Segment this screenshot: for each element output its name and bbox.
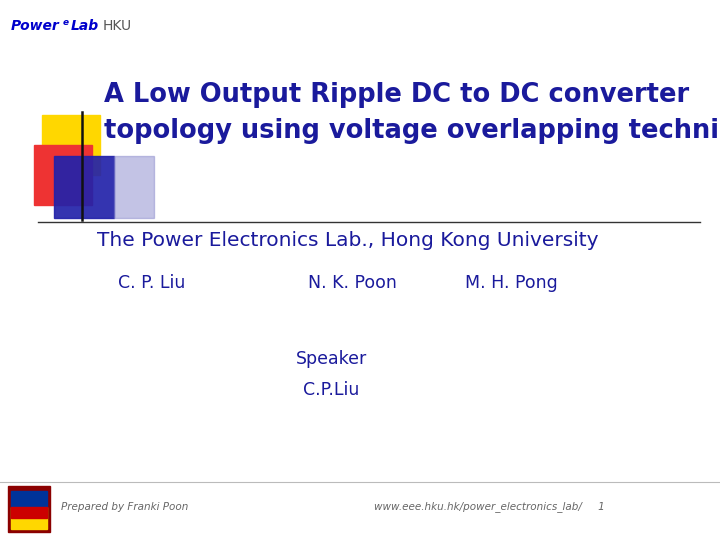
Bar	[8, 486, 50, 532]
Text: Power: Power	[11, 19, 60, 33]
Bar	[11, 491, 47, 507]
Bar	[114, 156, 154, 218]
Text: Lab: Lab	[71, 19, 99, 33]
Text: Prepared by Franki Poon: Prepared by Franki Poon	[61, 502, 189, 511]
Bar	[11, 507, 47, 518]
Bar	[34, 145, 92, 205]
Bar	[11, 507, 47, 529]
Text: The Power Electronics Lab., Hong Kong University: The Power Electronics Lab., Hong Kong Un…	[97, 231, 599, 250]
Text: C. P. Liu: C. P. Liu	[117, 274, 185, 293]
Text: topology using voltage overlapping technique: topology using voltage overlapping techn…	[104, 118, 720, 144]
Text: HKU: HKU	[103, 19, 132, 33]
Text: e: e	[63, 18, 69, 27]
Text: N. K. Poon: N. K. Poon	[308, 274, 397, 293]
Text: www.eee.hku.hk/power_electronics_lab/     1: www.eee.hku.hk/power_electronics_lab/ 1	[374, 501, 605, 512]
Text: Speaker: Speaker	[296, 350, 366, 368]
Bar	[42, 115, 100, 175]
Text: M. H. Pong: M. H. Pong	[465, 274, 557, 293]
Text: A Low Output Ripple DC to DC converter: A Low Output Ripple DC to DC converter	[104, 82, 690, 107]
Text: C.P.Liu: C.P.Liu	[303, 381, 359, 399]
Bar	[54, 156, 114, 218]
